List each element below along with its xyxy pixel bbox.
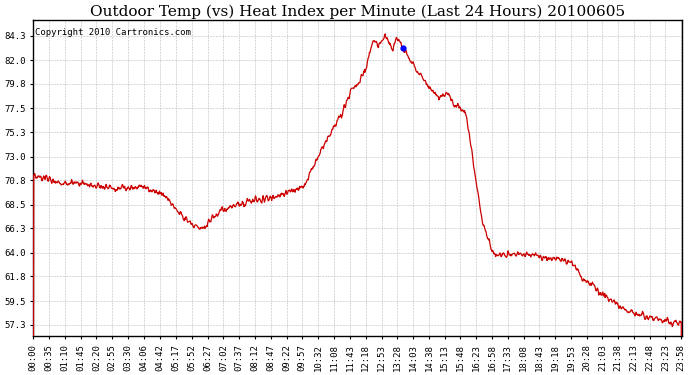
Text: Copyright 2010 Cartronics.com: Copyright 2010 Cartronics.com — [34, 28, 190, 37]
Title: Outdoor Temp (vs) Heat Index per Minute (Last 24 Hours) 20100605: Outdoor Temp (vs) Heat Index per Minute … — [90, 4, 625, 18]
